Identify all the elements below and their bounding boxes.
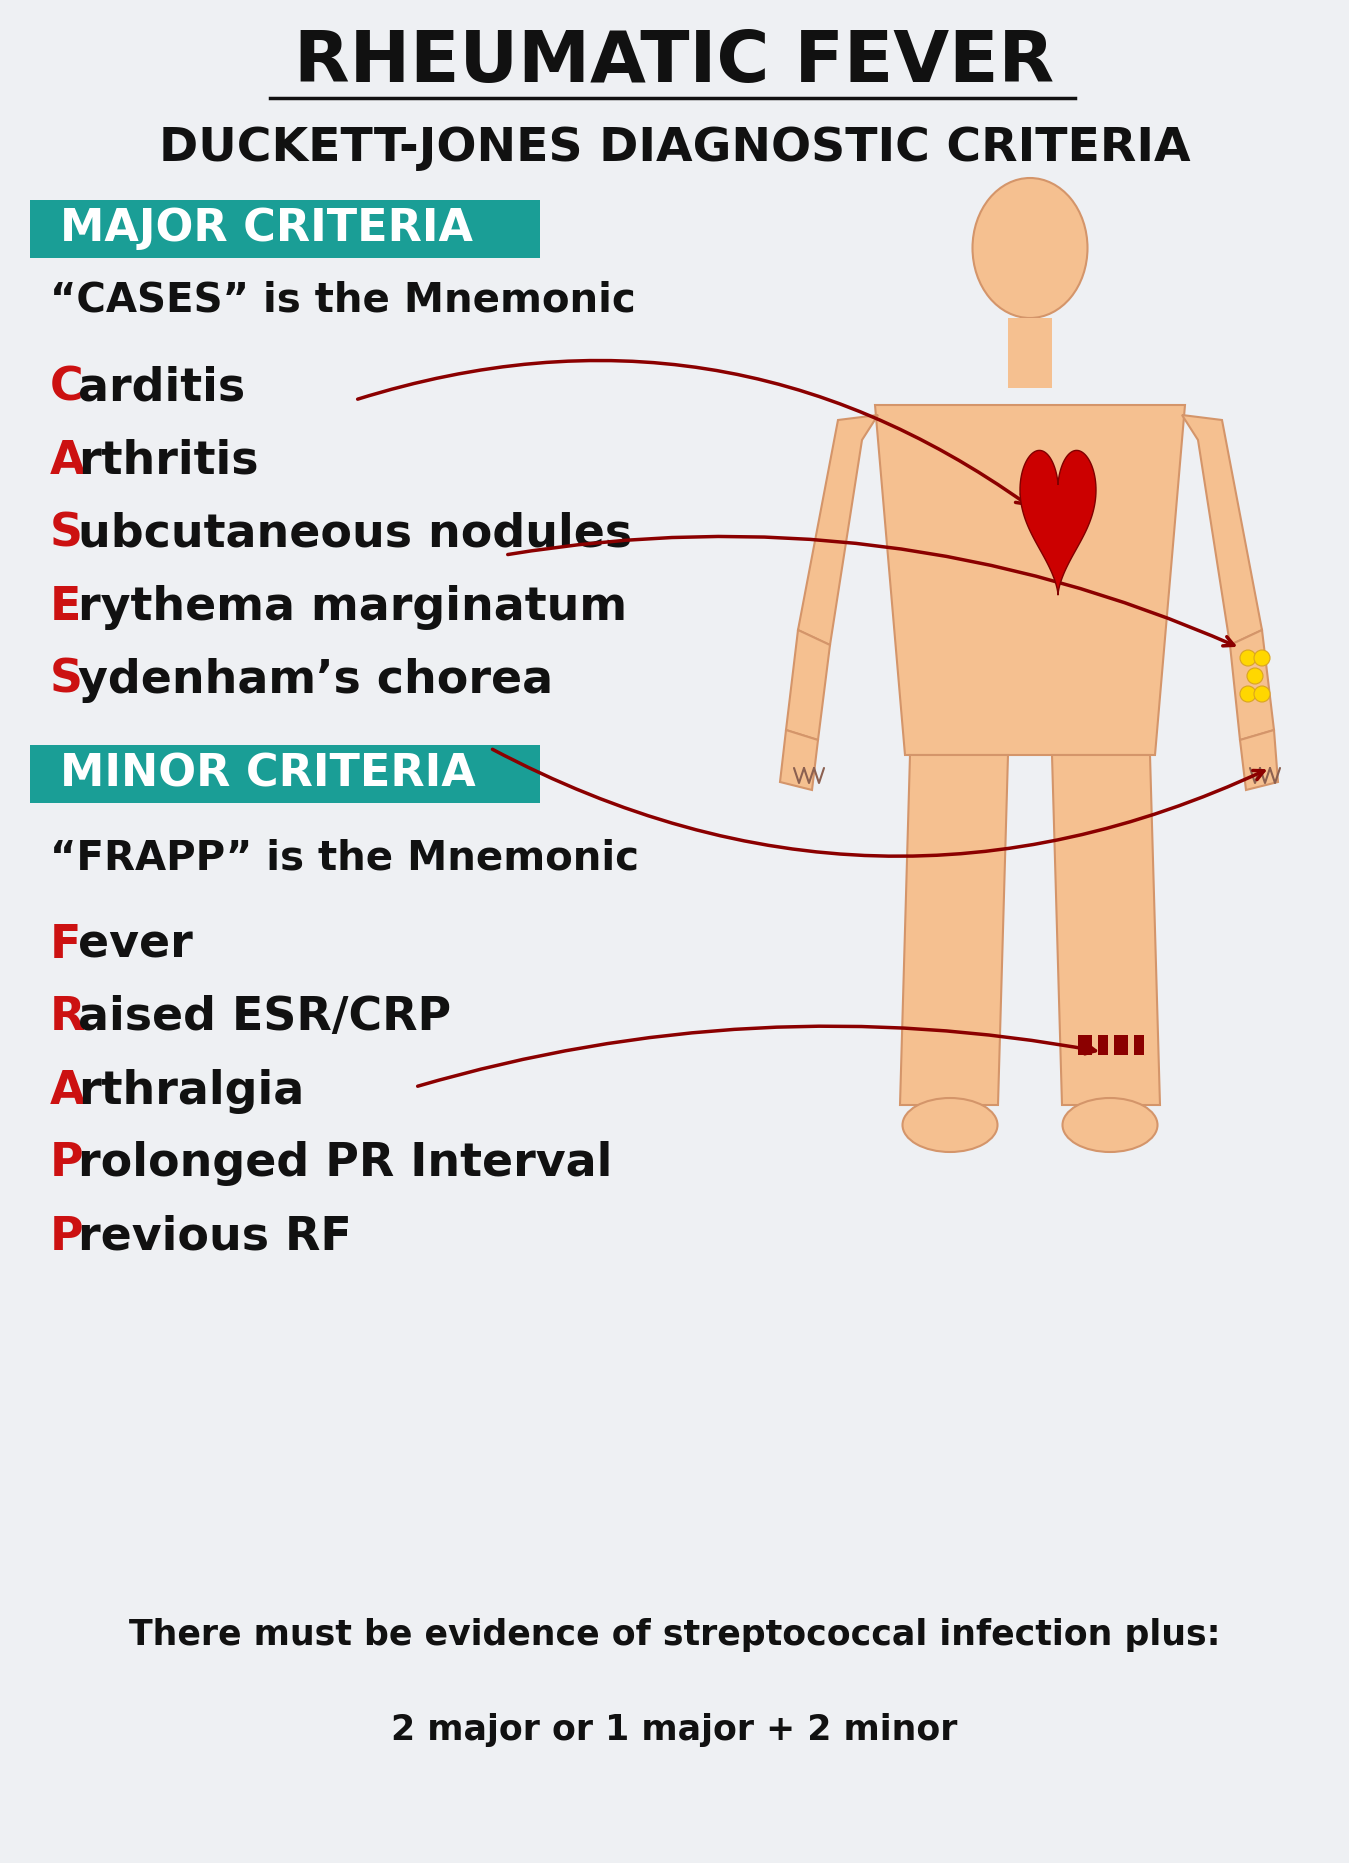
Polygon shape xyxy=(876,404,1184,755)
Bar xyxy=(30,199,540,257)
Text: There must be evidence of streptococcal infection plus:: There must be evidence of streptococcal … xyxy=(128,1617,1221,1652)
Ellipse shape xyxy=(902,1097,997,1151)
Polygon shape xyxy=(799,415,878,645)
Text: R: R xyxy=(50,995,85,1041)
Text: 2 major or 1 major + 2 minor: 2 major or 1 major + 2 minor xyxy=(391,1712,958,1747)
Text: aised ESR/CRP: aised ESR/CRP xyxy=(78,995,451,1041)
Text: revious RF: revious RF xyxy=(78,1215,352,1259)
Polygon shape xyxy=(900,755,1008,1105)
Bar xyxy=(1098,1036,1108,1054)
Circle shape xyxy=(1255,650,1269,665)
Text: DUCKETT-JONES DIAGNOSTIC CRITERIA: DUCKETT-JONES DIAGNOSTIC CRITERIA xyxy=(159,125,1190,171)
Text: rthralgia: rthralgia xyxy=(78,1069,305,1114)
Text: ever: ever xyxy=(78,922,193,967)
Text: MAJOR CRITERIA: MAJOR CRITERIA xyxy=(59,207,473,250)
Text: A: A xyxy=(50,438,85,484)
Text: arditis: arditis xyxy=(78,365,246,410)
Polygon shape xyxy=(1020,451,1095,594)
Bar xyxy=(1078,1036,1091,1054)
Polygon shape xyxy=(1230,630,1273,740)
Text: MINOR CRITERIA: MINOR CRITERIA xyxy=(59,753,476,796)
Text: RHEUMATIC FEVER: RHEUMATIC FEVER xyxy=(294,28,1055,97)
Text: ydenham’s chorea: ydenham’s chorea xyxy=(78,658,553,702)
Ellipse shape xyxy=(1063,1097,1157,1151)
Text: E: E xyxy=(50,585,81,630)
Polygon shape xyxy=(786,630,830,740)
Text: P: P xyxy=(50,1142,84,1187)
Text: F: F xyxy=(50,922,81,967)
Bar xyxy=(30,745,540,803)
Bar xyxy=(1135,1036,1144,1054)
Bar xyxy=(1008,319,1052,388)
Text: “FRAPP” is the Mnemonic: “FRAPP” is the Mnemonic xyxy=(50,838,639,877)
Circle shape xyxy=(1255,686,1269,702)
Text: ubcutaneous nodules: ubcutaneous nodules xyxy=(78,512,633,557)
Ellipse shape xyxy=(973,179,1087,319)
Polygon shape xyxy=(1182,415,1263,645)
Circle shape xyxy=(1240,650,1256,665)
Text: C: C xyxy=(50,365,84,410)
Text: rolonged PR Interval: rolonged PR Interval xyxy=(78,1142,612,1187)
Text: S: S xyxy=(50,512,84,557)
Text: rythema marginatum: rythema marginatum xyxy=(78,585,627,630)
Polygon shape xyxy=(1052,755,1160,1105)
Text: “CASES” is the Mnemonic: “CASES” is the Mnemonic xyxy=(50,279,635,320)
Bar xyxy=(1114,1036,1128,1054)
Circle shape xyxy=(1246,669,1263,684)
Text: S: S xyxy=(50,658,84,702)
Circle shape xyxy=(1240,686,1256,702)
Polygon shape xyxy=(780,730,817,790)
Polygon shape xyxy=(1240,730,1278,790)
Text: P: P xyxy=(50,1215,84,1259)
Text: rthritis: rthritis xyxy=(78,438,259,484)
Text: A: A xyxy=(50,1069,85,1114)
